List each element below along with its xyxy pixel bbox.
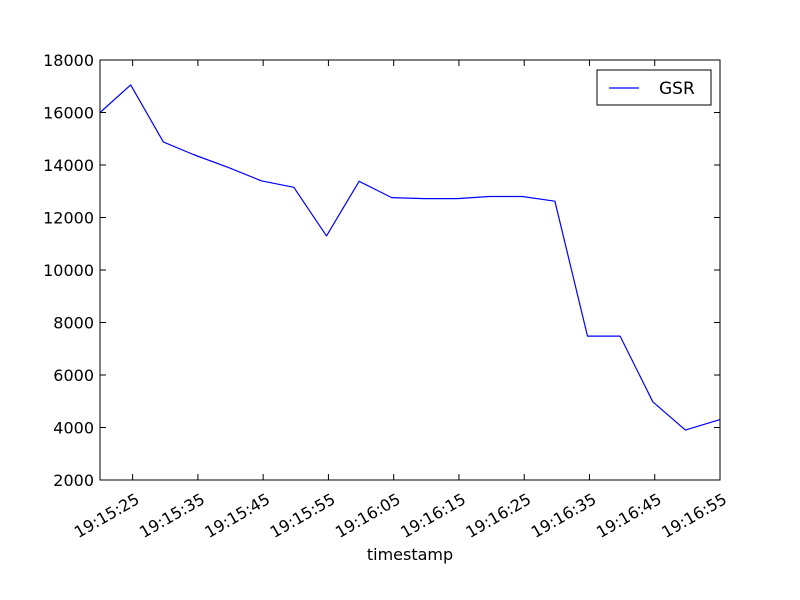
series-layer — [99, 84, 721, 431]
y-tick-label: 12000 — [43, 209, 94, 228]
y-tick-label: 14000 — [43, 156, 94, 175]
legend-label-gsr: GSR — [659, 79, 695, 99]
y-tick-label: 8000 — [53, 314, 94, 333]
y-tick-label: 10000 — [43, 261, 94, 280]
plot-area — [100, 60, 720, 480]
x-axis-label: timestamp — [367, 545, 453, 564]
y-tick-label: 6000 — [53, 366, 94, 385]
y-tick-label: 16000 — [43, 104, 94, 123]
y-tick-label: 18000 — [43, 51, 94, 70]
series-line-gsr — [99, 84, 721, 431]
legend: GSR — [596, 69, 712, 106]
y-tick-label: 2000 — [53, 471, 94, 490]
y-axis: 2000 4000 6000 8000 10000 12000 14000 16000 1800… — [43, 51, 720, 490]
y-tick-label: 4000 — [53, 419, 94, 438]
